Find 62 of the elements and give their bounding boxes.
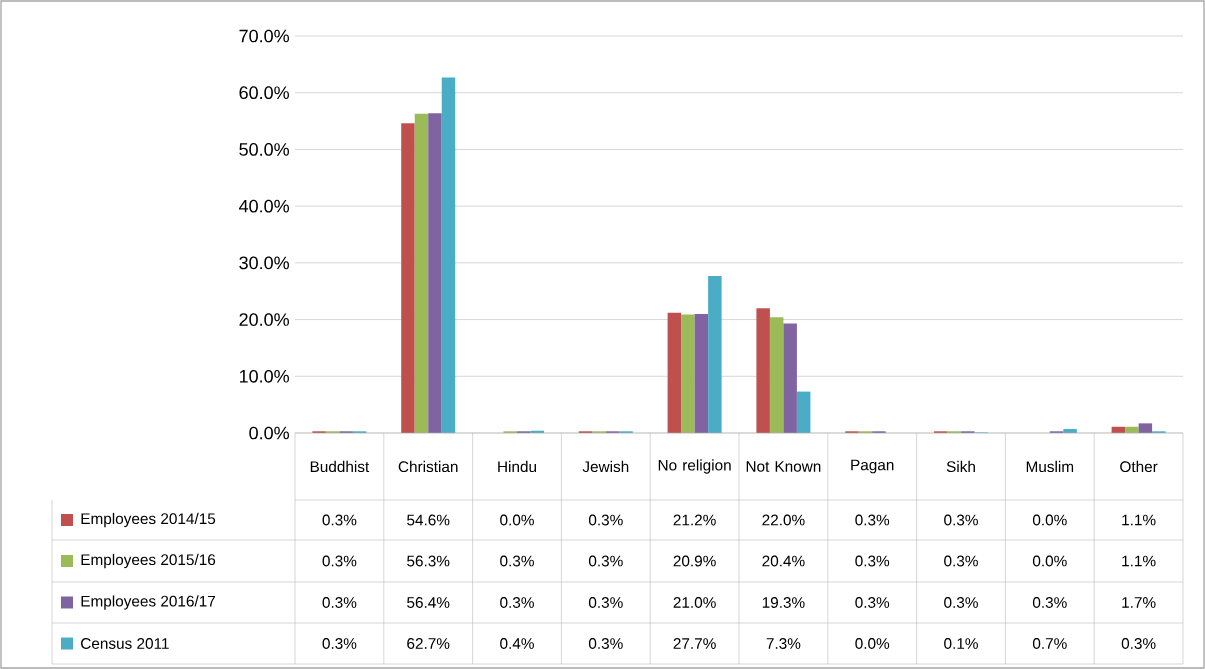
x-tick-label: Buddhist	[310, 460, 370, 473]
data-label: 0.3%	[855, 555, 890, 567]
data-label: 0.3%	[855, 514, 890, 526]
data-label: 0.3%	[855, 597, 890, 608]
legend-label: Employees 2016/17	[81, 595, 216, 610]
data-label: 0.3%	[944, 514, 978, 526]
data-label: 0.7%	[1032, 638, 1067, 649]
data-label: 27.7%	[673, 638, 716, 649]
data-label: 19.3%	[762, 597, 805, 608]
y-tick-label: 10.0%	[239, 369, 289, 383]
y-tick-label: 50.0%	[239, 143, 289, 156]
data-label: 0.4%	[500, 638, 534, 649]
data-label: 0.3%	[500, 597, 534, 608]
data-label: 0.3%	[588, 597, 623, 608]
data-label: 7.3%	[766, 638, 801, 649]
x-tick-label: Not Known	[746, 461, 821, 472]
x-tick-label: Christian	[398, 460, 458, 473]
data-label: 0.1%	[944, 638, 978, 649]
data-label: 20.4%	[762, 555, 805, 567]
y-tick-label: 70.0%	[239, 29, 289, 43]
data-label: 0.3%	[588, 555, 623, 567]
data-label: 1.7%	[1122, 597, 1156, 608]
data-label: 22.0%	[762, 514, 805, 526]
data-label: 0.0%	[855, 638, 890, 649]
data-label: 0.3%	[588, 638, 623, 649]
data-label: 1.1%	[1122, 555, 1156, 567]
legend-label: Employees 2015/16	[81, 553, 216, 569]
data-label: 0.0%	[1032, 514, 1067, 526]
data-label: 0.3%	[1121, 638, 1156, 649]
y-tick-label: 30.0%	[239, 256, 289, 270]
x-tick-label: No religion	[658, 459, 731, 474]
data-label: 0.3%	[322, 555, 357, 567]
x-tick-label: Other	[1120, 460, 1158, 473]
data-label: 0.3%	[944, 597, 978, 608]
legend-label: Census 2011	[81, 638, 169, 649]
data-label: 0.3%	[588, 514, 623, 526]
data-label: 0.3%	[322, 514, 357, 526]
y-tick-label: 20.0%	[239, 313, 289, 326]
x-tick-label: Jewish	[582, 460, 629, 473]
data-label: 56.3%	[407, 555, 450, 567]
x-tick-label: Pagan	[851, 459, 894, 474]
data-label: 0.3%	[322, 638, 357, 649]
x-tick-label: Sikh	[946, 460, 975, 473]
data-label: 0.3%	[322, 597, 357, 608]
x-tick-label: Hindu	[498, 460, 537, 473]
y-tick-label: 40.0%	[239, 199, 289, 213]
data-label: 21.2%	[673, 514, 716, 526]
data-label: 0.3%	[944, 555, 978, 567]
data-label: 56.4%	[407, 597, 450, 608]
data-label: 21.0%	[673, 597, 716, 608]
data-label: 0.3%	[500, 555, 534, 567]
data-label: 0.0%	[500, 514, 534, 526]
data-label: 62.7%	[407, 638, 450, 649]
data-label: 0.3%	[1032, 597, 1067, 608]
y-tick-label: 0.0%	[249, 426, 289, 440]
x-tick-label: Muslim	[1026, 460, 1074, 473]
data-label: 54.6%	[407, 514, 450, 526]
data-label: 0.0%	[1032, 555, 1067, 567]
data-label: 1.1%	[1122, 514, 1156, 526]
y-tick-label: 60.0%	[239, 86, 289, 100]
data-label: 20.9%	[673, 555, 716, 567]
legend-label: Employees 2014/15	[81, 512, 216, 528]
